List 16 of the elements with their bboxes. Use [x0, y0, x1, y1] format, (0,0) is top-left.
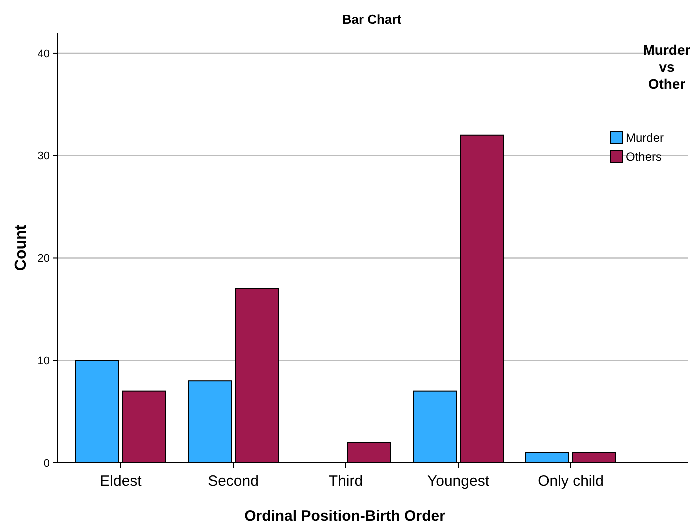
y-tick-label: 40: [38, 48, 50, 60]
chart-title: Bar Chart: [342, 12, 402, 27]
legend-label: Others: [626, 150, 662, 164]
y-tick-label: 30: [38, 150, 50, 163]
y-tick-label: 20: [38, 253, 50, 266]
x-tick-label: Eldest: [100, 473, 143, 490]
y-tick-label: 0: [44, 458, 50, 470]
x-tick-label: Youngest: [427, 473, 490, 490]
legend-label: Murder: [626, 131, 664, 146]
y-tick-label: 10: [38, 355, 50, 368]
x-tick-label: Second: [208, 473, 259, 490]
x-tick-label: Third: [328, 473, 364, 490]
x-tick-label: Only child: [538, 473, 604, 490]
x-axis-title: Ordinal Position-Birth Order: [244, 508, 446, 523]
legend-title: Murder vs Other: [643, 42, 692, 92]
y-axis-title: Count: [13, 224, 30, 272]
